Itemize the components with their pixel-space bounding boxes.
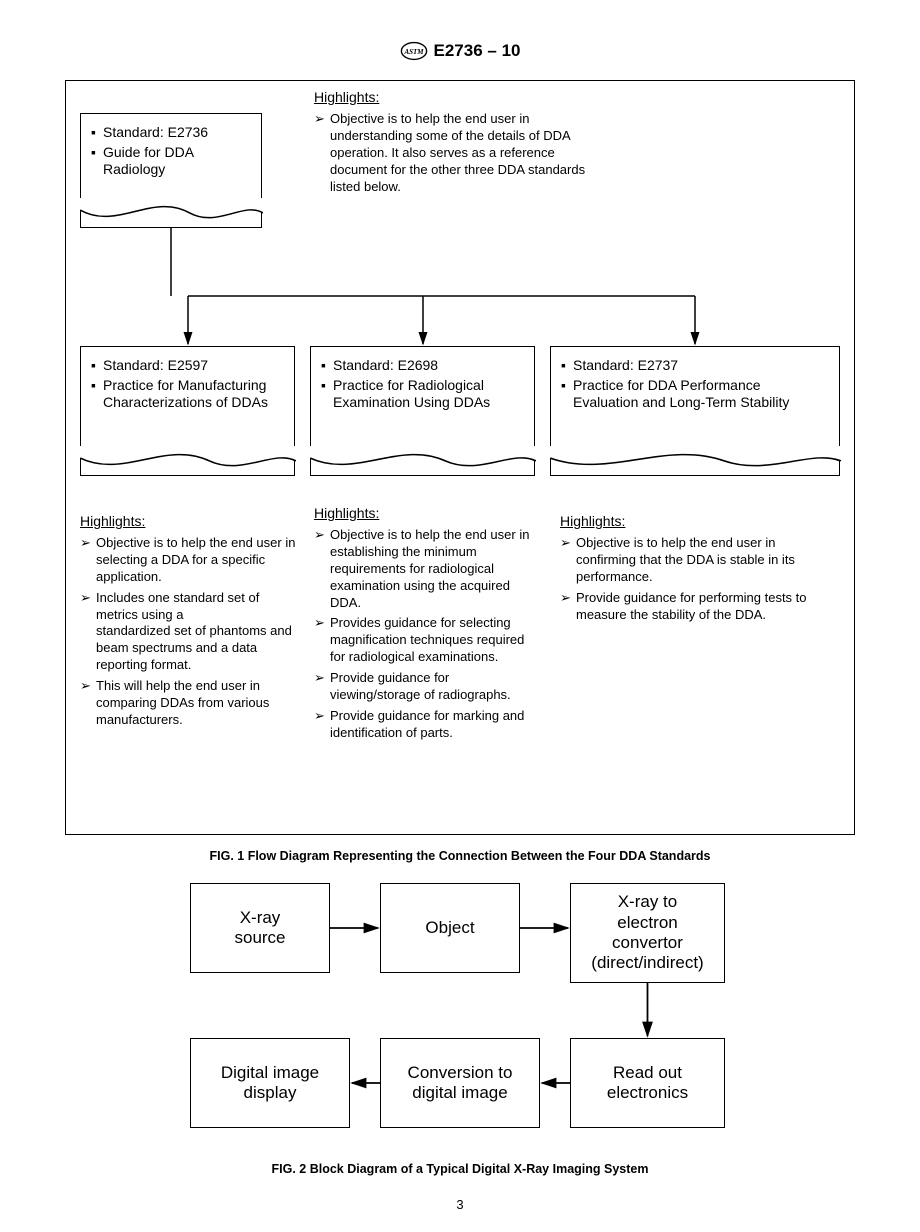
block-display: Digital imagedisplay — [190, 1038, 350, 1128]
node-e2737: Standard: E2737 Practice for DDA Perform… — [550, 346, 840, 476]
node-e2736-standard: Standard: E2736 — [91, 124, 251, 142]
node-e2698-standard: Standard: E2698 — [321, 357, 524, 375]
figure-1-caption: FIG. 1 Flow Diagram Representing the Con… — [50, 849, 870, 863]
highlights-col-3: Highlights: Objective is to help the end… — [560, 513, 820, 627]
page-number: 3 — [0, 1197, 920, 1212]
block-convertor: X-ray toelectronconvertor(direct/indirec… — [570, 883, 725, 983]
node-e2736: Standard: E2736 Guide for DDA Radiology — [80, 113, 262, 228]
node-e2736-title: Guide for DDA Radiology — [91, 144, 251, 179]
highlights-col-3-title: Highlights: — [560, 513, 820, 529]
highlights-col-2-item: Provide guidance for marking and identif… — [314, 708, 536, 742]
highlights-col-2-title: Highlights: — [314, 505, 536, 521]
highlights-col-2-item: Provides guidance for selecting magnific… — [314, 615, 536, 666]
figure-2-caption: FIG. 2 Block Diagram of a Typical Digita… — [50, 1162, 870, 1176]
block-object: Object — [380, 883, 520, 973]
node-e2597: Standard: E2597 Practice for Manufacturi… — [80, 346, 295, 476]
header-title: E2736 – 10 — [434, 41, 521, 61]
node-e2597-title: Practice for Manufacturing Characterizat… — [91, 377, 284, 412]
top-highlight-text: Objective is to help the end user in und… — [314, 111, 614, 195]
block-xray-source: X-raysource — [190, 883, 330, 973]
page-header: ASTM E2736 – 10 — [50, 40, 870, 62]
highlights-col-1-item: Objective is to help the end user in sel… — [80, 535, 302, 586]
svg-text:ASTM: ASTM — [403, 48, 424, 56]
highlights-col-2: Highlights: Objective is to help the end… — [314, 505, 536, 746]
highlights-col-1: Highlights: Objective is to help the end… — [80, 513, 302, 733]
node-e2698-title: Practice for Radiological Examination Us… — [321, 377, 524, 412]
highlights-col-3-item: Provide guidance for performing tests to… — [560, 590, 820, 624]
highlights-col-1-item: This will help the end user in comparing… — [80, 678, 302, 729]
astm-logo: ASTM — [400, 40, 428, 62]
highlights-col-1-item: Includes one standard set of metrics usi… — [80, 590, 302, 674]
highlights-col-3-item: Objective is to help the end user in con… — [560, 535, 820, 586]
block-conversion: Conversion todigital image — [380, 1038, 540, 1128]
figure-2-container: X-raysource Object X-ray toelectronconve… — [180, 883, 740, 1148]
top-highlights-title: Highlights: — [314, 89, 614, 105]
highlights-col-2-item: Provide guidance for viewing/storage of … — [314, 670, 536, 704]
node-e2737-title: Practice for DDA Performance Evaluation … — [561, 377, 829, 412]
block-readout: Read outelectronics — [570, 1038, 725, 1128]
highlights-col-2-item: Objective is to help the end user in est… — [314, 527, 536, 611]
node-e2737-standard: Standard: E2737 — [561, 357, 829, 375]
figure-1-container: Standard: E2736 Guide for DDA Radiology … — [65, 80, 855, 835]
node-e2597-standard: Standard: E2597 — [91, 357, 284, 375]
node-e2698: Standard: E2698 Practice for Radiologica… — [310, 346, 535, 476]
top-highlights: Highlights: Objective is to help the end… — [314, 89, 614, 199]
highlights-col-1-title: Highlights: — [80, 513, 302, 529]
